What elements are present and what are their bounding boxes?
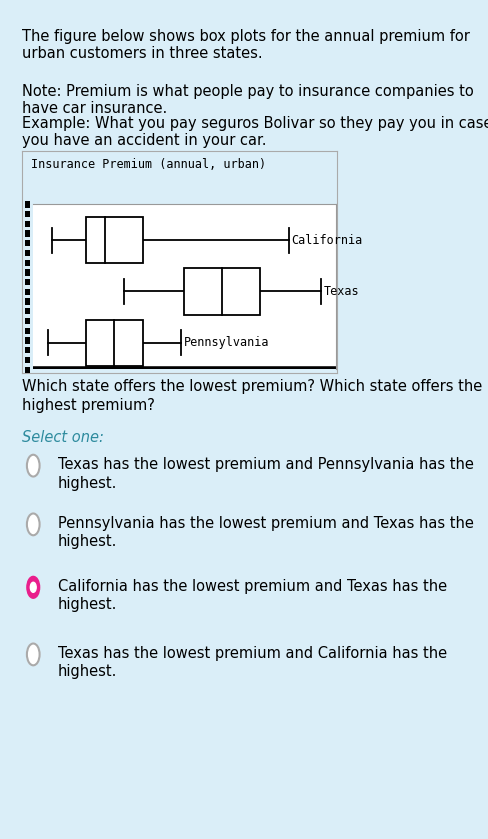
Text: Note: Premium is what people pay to insurance companies to: Note: Premium is what people pay to insu… — [22, 84, 473, 99]
Text: Insurance Premium (annual, urban): Insurance Premium (annual, urban) — [31, 158, 266, 170]
Text: Pennsylvania has the lowest premium and Texas has the: Pennsylvania has the lowest premium and … — [58, 516, 472, 531]
Bar — [25, 259, 30, 266]
Text: California: California — [291, 234, 362, 247]
Text: you have an accident in your car.: you have an accident in your car. — [22, 133, 266, 148]
Bar — [25, 279, 30, 285]
Text: Which state offers the lowest premium? Which state offers the: Which state offers the lowest premium? W… — [22, 379, 481, 394]
Bar — [25, 327, 30, 334]
Bar — [86, 217, 142, 263]
Text: Texas has the lowest premium and California has the: Texas has the lowest premium and Califor… — [58, 646, 446, 661]
Text: highest.: highest. — [58, 534, 117, 550]
Bar — [25, 318, 30, 324]
Bar — [25, 240, 30, 247]
Bar — [25, 231, 30, 237]
Bar — [25, 201, 30, 207]
Bar — [25, 367, 30, 373]
Text: highest.: highest. — [58, 476, 117, 491]
Bar — [25, 269, 30, 275]
Text: Example: What you pay seguros Bolivar so they pay you in case: Example: What you pay seguros Bolivar so… — [22, 116, 488, 131]
Bar — [184, 268, 260, 315]
Bar — [25, 308, 30, 315]
Text: urban customers in three states.: urban customers in three states. — [22, 46, 262, 61]
Text: highest premium?: highest premium? — [22, 398, 155, 413]
Text: Select one:: Select one: — [22, 430, 103, 445]
Text: California has the lowest premium and Texas has the: California has the lowest premium and Te… — [58, 579, 446, 594]
Bar — [25, 211, 30, 217]
Bar — [25, 357, 30, 363]
Text: Texas: Texas — [323, 285, 359, 298]
Text: highest.: highest. — [58, 664, 117, 680]
Bar — [86, 320, 142, 366]
Bar — [25, 299, 30, 305]
Text: Pennsylvania: Pennsylvania — [183, 336, 268, 349]
Bar — [25, 337, 30, 344]
Bar — [25, 289, 30, 295]
Bar — [25, 221, 30, 227]
Text: have car insurance.: have car insurance. — [22, 101, 167, 116]
Text: highest.: highest. — [58, 597, 117, 612]
Text: Texas has the lowest premium and Pennsylvania has the: Texas has the lowest premium and Pennsyl… — [58, 457, 472, 472]
Bar — [25, 347, 30, 353]
Bar — [25, 250, 30, 256]
Text: The figure below shows box plots for the annual premium for: The figure below shows box plots for the… — [22, 29, 469, 44]
